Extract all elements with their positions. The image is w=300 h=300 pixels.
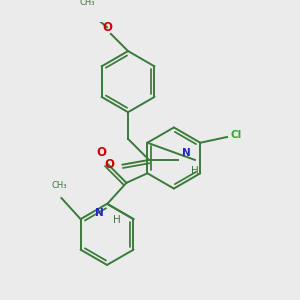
Text: O: O [102,21,112,34]
Text: Cl: Cl [231,130,242,140]
Text: N: N [182,148,190,158]
Text: N: N [95,208,103,218]
Text: O: O [105,158,115,171]
Text: CH₃: CH₃ [79,0,95,7]
Text: H: H [113,215,121,225]
Text: O: O [97,146,106,159]
Text: CH₃: CH₃ [52,182,67,190]
Text: H: H [191,166,199,176]
